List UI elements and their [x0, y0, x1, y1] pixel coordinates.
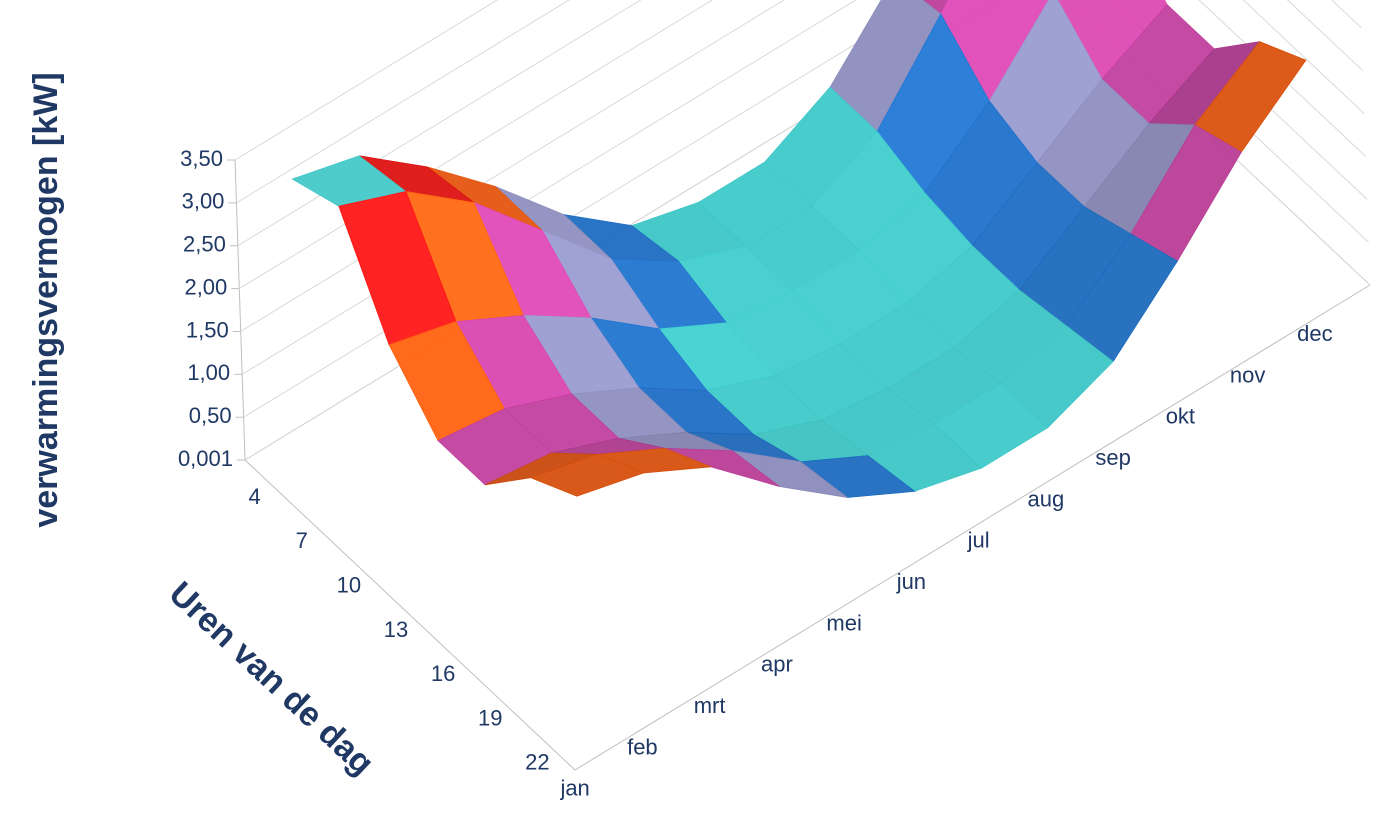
- surface-patch: [529, 453, 645, 497]
- z-axis-title: verwarmingsvermogen [kW]: [27, 72, 65, 527]
- hour-tick-label: 13: [384, 617, 408, 642]
- z-tick-label: 0,50: [189, 403, 232, 428]
- z-tick-label: 3,00: [182, 189, 225, 214]
- z-tick-label: 2,00: [184, 274, 227, 299]
- z-tick-label: 1,50: [186, 317, 229, 342]
- month-tick-label: sep: [1095, 445, 1130, 470]
- grid-line: [237, 0, 1364, 247]
- month-tick-label: feb: [627, 734, 658, 759]
- month-tick-label: nov: [1230, 362, 1265, 387]
- grid-line: [239, 0, 1365, 290]
- hour-tick-label: 7: [296, 528, 308, 553]
- month-tick-label: mei: [826, 610, 861, 635]
- surface-layer: [291, 0, 1307, 498]
- month-tick-label: jan: [559, 776, 589, 801]
- hour-tick-label: 16: [431, 661, 455, 686]
- month-tick-label: mrt: [694, 693, 726, 718]
- z-axis-line: [234, 159, 246, 461]
- month-tick-label: jul: [967, 528, 990, 553]
- hour-axis-line: [244, 459, 576, 771]
- month-tick-label: okt: [1166, 404, 1195, 429]
- z-tick-label: 1,00: [187, 360, 230, 385]
- month-tick-label: dec: [1297, 321, 1332, 346]
- hour-tick-label: 19: [478, 705, 502, 730]
- hour-tick-label: 10: [337, 573, 361, 598]
- month-axis-line: [574, 284, 1371, 771]
- hour-tick-label: 22: [525, 750, 549, 775]
- z-tick-label: 3,50: [180, 146, 223, 171]
- z-tick-label: 0,001: [178, 446, 233, 471]
- x-axis-title: Uren van de dag: [162, 574, 381, 782]
- month-tick-label: aug: [1028, 486, 1065, 511]
- month-tick-label: apr: [761, 652, 793, 677]
- hour-tick-label: 4: [248, 484, 260, 509]
- z-tick-label: 2,50: [183, 232, 226, 257]
- grid-line: [236, 0, 1362, 204]
- month-tick-label: jun: [896, 569, 926, 594]
